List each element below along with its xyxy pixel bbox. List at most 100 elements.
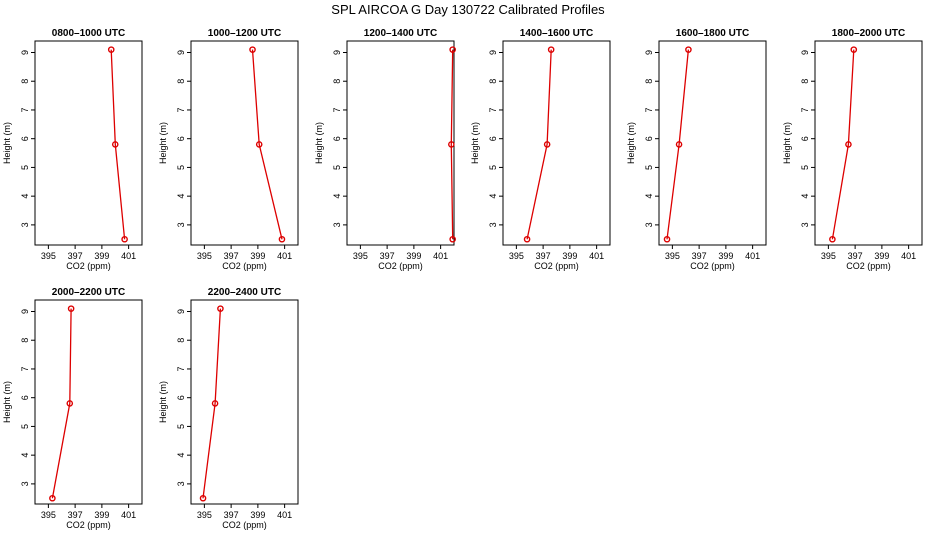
y-tick-label: 6 xyxy=(176,395,186,400)
y-tick-label: 7 xyxy=(176,107,186,112)
y-tick-label: 5 xyxy=(488,165,498,170)
y-tick-label: 4 xyxy=(800,194,810,199)
y-tick-label: 8 xyxy=(488,79,498,84)
plot-frame xyxy=(502,40,611,246)
panel-3: 1200–1400 UTC 395 397 399 401 CO2 (ppm) 3 4 5 6 7 8… xyxy=(314,28,456,271)
y-tick-label: 8 xyxy=(644,79,654,84)
y-tick-label: 5 xyxy=(20,165,30,170)
y-tick-label: 9 xyxy=(20,309,30,314)
y-tick-label: 7 xyxy=(176,366,186,371)
data-point xyxy=(121,235,128,243)
data-point xyxy=(675,141,683,148)
y-tick-label: 4 xyxy=(644,194,654,199)
y-tick-label: 6 xyxy=(20,136,30,141)
y-axis-label: Height (m) xyxy=(158,381,168,423)
data-point xyxy=(850,46,858,53)
data-point xyxy=(49,494,56,502)
plot-frame xyxy=(346,40,455,246)
y-tick-label: 7 xyxy=(20,107,30,112)
data-point xyxy=(67,305,75,312)
y-tick-label: 3 xyxy=(20,222,30,227)
profile-line xyxy=(526,49,552,240)
y-tick-label: 7 xyxy=(20,366,30,371)
y-tick-label: 3 xyxy=(800,222,810,227)
y-tick-label: 4 xyxy=(20,194,30,199)
x-tick-label: 399 xyxy=(562,251,577,261)
data-point xyxy=(685,46,692,53)
y-axis-label: Height (m) xyxy=(2,381,12,423)
x-tick-label: 399 xyxy=(718,251,733,261)
y-axis-label: Height (m) xyxy=(782,122,792,164)
x-tick-label: 397 xyxy=(68,251,83,261)
x-tick-label: 401 xyxy=(589,251,604,261)
profile-line xyxy=(202,308,222,499)
panel-1: 0800–1000 UTC 395 397 399 401 CO2 (ppm) 3 4 5 6 7 8… xyxy=(2,28,143,271)
y-tick-label: 4 xyxy=(176,453,186,458)
y-tick-label: 9 xyxy=(332,50,342,55)
panel-6: 1800–2000 UTC 395 397 399 401 CO2 (ppm) 3 4 5 6 7 8… xyxy=(782,28,923,271)
y-tick-label: 7 xyxy=(488,107,498,112)
data-point xyxy=(217,305,224,312)
panel-4: 1400–1600 UTC 395 397 399 401 CO2 (ppm) 3 4 5 6 7 8… xyxy=(470,28,611,271)
x-tick-label: 401 xyxy=(901,251,916,261)
panel-5: 1600–1800 UTC 395 397 399 401 CO2 (ppm) 3 4 5 6 7 8… xyxy=(626,28,767,271)
data-point xyxy=(829,235,836,243)
y-tick-label: 9 xyxy=(176,50,186,55)
y-tick-label: 6 xyxy=(176,136,186,141)
data-point xyxy=(278,235,286,243)
panel-title: 0800–1000 UTC xyxy=(52,28,125,39)
data-point xyxy=(547,46,555,53)
data-point xyxy=(449,235,456,243)
x-axis-label: CO2 (ppm) xyxy=(222,520,267,530)
figure-title: SPL AIRCOA G Day 130722 Calibrated Profi… xyxy=(331,2,605,17)
x-tick-label: 401 xyxy=(121,510,136,520)
y-tick-label: 7 xyxy=(644,107,654,112)
profile-line xyxy=(666,49,690,240)
y-tick-label: 9 xyxy=(644,50,654,55)
y-tick-label: 9 xyxy=(20,50,30,55)
data-point xyxy=(107,46,115,53)
plot-frame xyxy=(658,40,767,246)
x-tick-label: 395 xyxy=(197,510,212,520)
panel-title: 1200–1400 UTC xyxy=(364,28,437,39)
x-axis-label: CO2 (ppm) xyxy=(690,261,735,271)
y-tick-label: 5 xyxy=(176,165,186,170)
y-tick-label: 3 xyxy=(644,222,654,227)
y-tick-label: 9 xyxy=(488,50,498,55)
y-tick-label: 5 xyxy=(176,424,186,429)
y-tick-label: 8 xyxy=(20,79,30,84)
data-point xyxy=(249,46,256,53)
y-tick-label: 6 xyxy=(800,136,810,141)
x-tick-label: 401 xyxy=(121,251,136,261)
y-axis-label: Height (m) xyxy=(158,122,168,164)
panel-2: 1000–1200 UTC 395 397 399 401 CO2 (ppm) 3 4 5 6 7 8… xyxy=(158,28,299,271)
panel-title: 2000–2200 UTC xyxy=(52,287,125,298)
x-axis-label: CO2 (ppm) xyxy=(222,261,267,271)
y-tick-label: 3 xyxy=(20,481,30,486)
x-tick-label: 401 xyxy=(277,510,292,520)
plot-frame xyxy=(34,299,143,505)
x-tick-label: 395 xyxy=(509,251,524,261)
y-tick-label: 5 xyxy=(800,165,810,170)
x-tick-label: 395 xyxy=(41,251,56,261)
y-tick-label: 6 xyxy=(20,395,30,400)
y-axis-label: Height (m) xyxy=(2,122,12,164)
y-tick-label: 5 xyxy=(332,165,342,170)
y-tick-label: 8 xyxy=(20,338,30,343)
panel-title: 1600–1800 UTC xyxy=(676,28,749,39)
y-tick-label: 6 xyxy=(332,136,342,141)
data-point xyxy=(663,235,671,243)
y-tick-label: 4 xyxy=(176,194,186,199)
y-tick-label: 5 xyxy=(644,165,654,170)
x-tick-label: 399 xyxy=(250,510,265,520)
y-tick-label: 7 xyxy=(332,107,342,112)
y-tick-label: 8 xyxy=(176,338,186,343)
y-tick-label: 8 xyxy=(800,79,810,84)
x-tick-label: 397 xyxy=(848,251,863,261)
data-point xyxy=(543,141,551,148)
x-tick-label: 399 xyxy=(94,510,109,520)
profile-line xyxy=(831,49,855,240)
y-tick-label: 4 xyxy=(20,453,30,458)
y-tick-label: 6 xyxy=(488,136,498,141)
